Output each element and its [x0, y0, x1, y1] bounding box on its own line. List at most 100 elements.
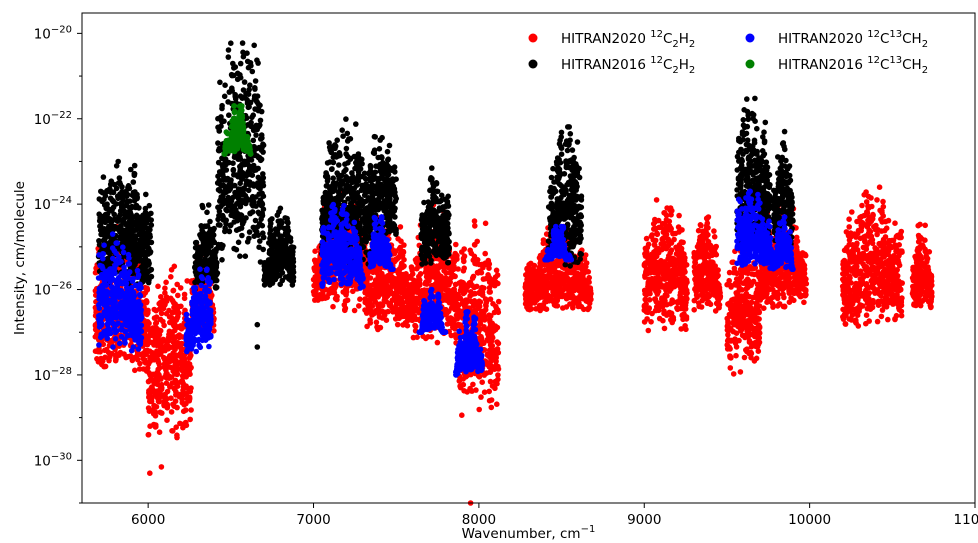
data-point — [699, 297, 706, 304]
data-point — [524, 292, 531, 299]
data-point — [481, 389, 488, 396]
data-point — [716, 290, 722, 297]
data-point — [153, 404, 160, 410]
data-point — [379, 272, 386, 279]
data-point — [691, 297, 698, 304]
data-point — [683, 299, 689, 306]
series-1-points — [92, 184, 935, 506]
data-point — [368, 310, 375, 316]
data-point — [377, 324, 384, 331]
data-point — [92, 334, 99, 340]
data-point — [698, 304, 705, 310]
data-point — [160, 318, 166, 325]
data-point — [445, 316, 451, 322]
data-point — [538, 302, 545, 309]
data-point — [706, 293, 713, 299]
data-point — [801, 299, 807, 306]
data-point — [156, 365, 163, 371]
data-point — [411, 306, 417, 312]
data-point — [183, 362, 189, 369]
data-point — [168, 295, 174, 302]
data-point — [493, 305, 500, 312]
data-point — [738, 271, 745, 278]
data-point — [413, 257, 420, 264]
data-point — [384, 283, 390, 290]
data-point — [177, 350, 184, 357]
data-point — [654, 269, 660, 276]
data-point — [410, 334, 417, 341]
data-point — [400, 248, 407, 255]
data-point — [547, 280, 553, 286]
data-point — [730, 328, 737, 335]
data-point — [93, 265, 99, 272]
data-point — [663, 245, 670, 252]
data-point — [540, 272, 547, 279]
data-point — [158, 294, 164, 300]
data-point — [181, 291, 188, 298]
data-point — [749, 316, 756, 322]
data-point — [429, 267, 436, 274]
data-point — [446, 299, 453, 306]
data-point — [698, 281, 705, 288]
data-point — [711, 228, 717, 234]
data-point — [784, 271, 791, 278]
data-point — [667, 205, 674, 211]
data-point — [473, 261, 480, 267]
data-point — [761, 305, 767, 312]
data-point — [172, 377, 179, 384]
data-point — [669, 319, 675, 326]
data-point — [152, 413, 159, 419]
data-point — [550, 285, 557, 292]
data-point — [148, 385, 154, 392]
data-point — [660, 272, 667, 278]
data-point — [387, 300, 394, 307]
data-point — [377, 288, 384, 295]
data-point — [168, 409, 175, 415]
data-point — [163, 358, 170, 365]
data-point — [699, 245, 705, 252]
data-point — [659, 296, 665, 302]
data-point — [183, 391, 189, 398]
data-point — [581, 306, 587, 313]
data-point — [456, 378, 463, 384]
data-point — [92, 269, 99, 276]
data-point — [754, 315, 761, 322]
data-point — [680, 316, 686, 323]
data-point — [643, 305, 649, 311]
data-point — [156, 429, 163, 436]
data-point — [705, 244, 712, 251]
data-point — [492, 347, 498, 354]
data-point — [716, 285, 722, 291]
data-point — [382, 295, 388, 301]
data-point — [367, 275, 374, 281]
data-point — [472, 223, 478, 229]
data-point — [188, 407, 194, 413]
data-point — [493, 267, 500, 274]
data-point — [458, 311, 464, 317]
data-point — [645, 327, 652, 334]
data-point — [487, 369, 494, 376]
data-point — [180, 387, 186, 394]
data-point — [522, 284, 529, 290]
data-point — [155, 283, 161, 290]
data-point — [755, 348, 762, 355]
data-point — [144, 287, 151, 293]
data-point — [146, 390, 152, 396]
data-point — [660, 317, 666, 324]
data-point — [368, 303, 374, 309]
data-point — [434, 286, 440, 293]
data-point — [746, 331, 752, 337]
data-point — [656, 282, 662, 289]
data-point — [730, 371, 737, 377]
data-point — [106, 354, 113, 361]
data-point — [140, 355, 146, 362]
data-point — [669, 297, 675, 303]
data-point — [101, 347, 108, 354]
data-point — [482, 220, 489, 227]
data-point — [408, 265, 415, 271]
data-point — [461, 258, 467, 265]
data-point — [547, 293, 554, 300]
data-point — [151, 306, 158, 313]
data-point — [726, 277, 732, 284]
data-point — [753, 343, 759, 350]
